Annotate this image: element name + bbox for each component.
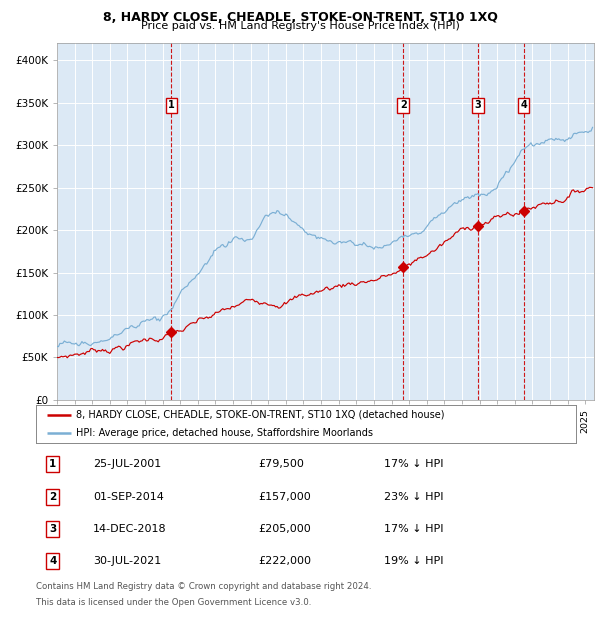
Text: 4: 4 [520,100,527,110]
Text: 17% ↓ HPI: 17% ↓ HPI [384,459,443,469]
Text: 3: 3 [49,524,56,534]
Text: This data is licensed under the Open Government Licence v3.0.: This data is licensed under the Open Gov… [36,598,311,607]
Text: 1: 1 [168,100,175,110]
Text: 23% ↓ HPI: 23% ↓ HPI [384,492,443,502]
Text: 8, HARDY CLOSE, CHEADLE, STOKE-ON-TRENT, ST10 1XQ: 8, HARDY CLOSE, CHEADLE, STOKE-ON-TRENT,… [103,11,497,24]
Text: £205,000: £205,000 [258,524,311,534]
Text: £157,000: £157,000 [258,492,311,502]
Text: 14-DEC-2018: 14-DEC-2018 [93,524,167,534]
Text: 19% ↓ HPI: 19% ↓ HPI [384,556,443,566]
Text: 8, HARDY CLOSE, CHEADLE, STOKE-ON-TRENT, ST10 1XQ (detached house): 8, HARDY CLOSE, CHEADLE, STOKE-ON-TRENT,… [77,410,445,420]
Text: Contains HM Land Registry data © Crown copyright and database right 2024.: Contains HM Land Registry data © Crown c… [36,582,371,591]
Text: 17% ↓ HPI: 17% ↓ HPI [384,524,443,534]
Text: 1: 1 [49,459,56,469]
Text: 3: 3 [475,100,481,110]
Text: 4: 4 [49,556,56,566]
Text: 2: 2 [400,100,407,110]
Text: Price paid vs. HM Land Registry's House Price Index (HPI): Price paid vs. HM Land Registry's House … [140,21,460,31]
Text: £222,000: £222,000 [258,556,311,566]
Text: 01-SEP-2014: 01-SEP-2014 [93,492,164,502]
Text: 25-JUL-2001: 25-JUL-2001 [93,459,161,469]
Text: £79,500: £79,500 [258,459,304,469]
Text: 2: 2 [49,492,56,502]
Text: HPI: Average price, detached house, Staffordshire Moorlands: HPI: Average price, detached house, Staf… [77,428,373,438]
Text: 30-JUL-2021: 30-JUL-2021 [93,556,161,566]
